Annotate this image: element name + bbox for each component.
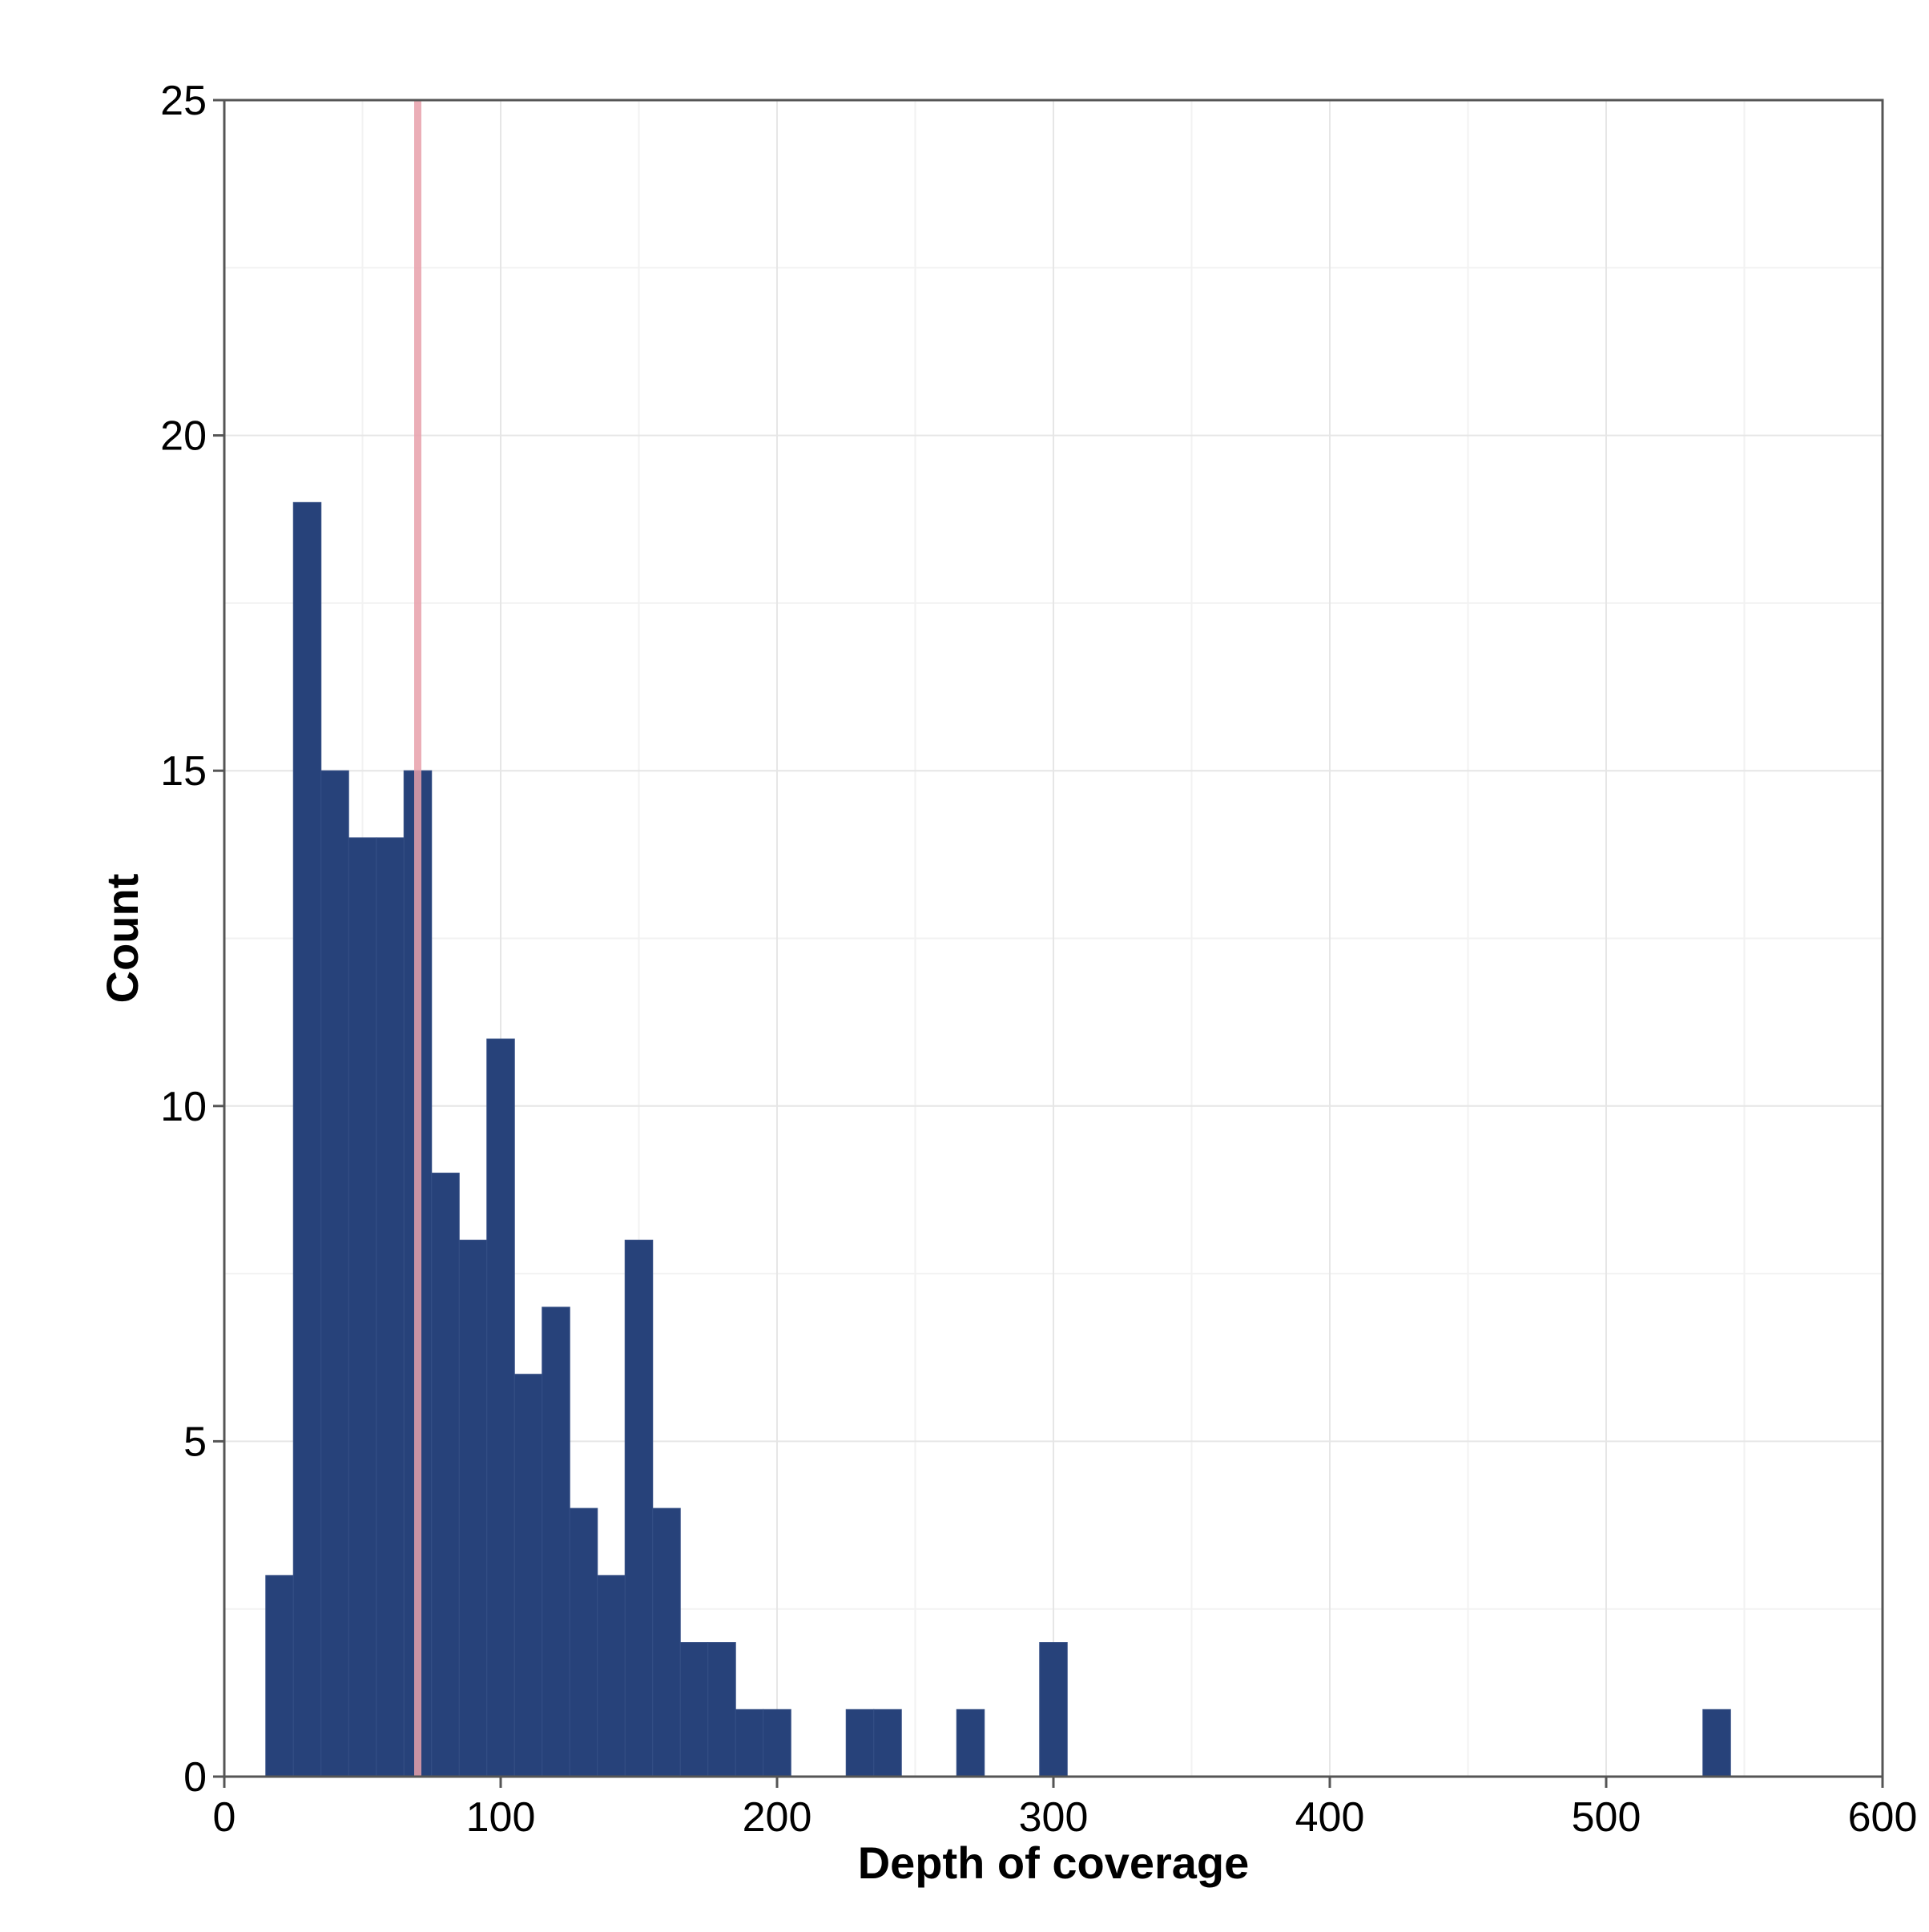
x-tick-label: 400 bbox=[1295, 1794, 1365, 1841]
x-tick-label: 200 bbox=[743, 1794, 812, 1841]
histogram-bar bbox=[652, 1507, 681, 1777]
x-axis-title: Depth of coverage bbox=[858, 1837, 1250, 1888]
histogram-bars bbox=[265, 501, 1731, 1777]
histogram-bar bbox=[513, 1374, 543, 1777]
histogram-bar bbox=[624, 1239, 654, 1777]
y-tick-label: 15 bbox=[160, 748, 207, 795]
histogram-bar bbox=[679, 1642, 709, 1777]
histogram-bar bbox=[569, 1507, 598, 1777]
histogram-bar bbox=[1702, 1709, 1731, 1777]
histogram-bar bbox=[431, 1173, 460, 1777]
y-axis-tick-labels: 0 5 10 15 20 25 bbox=[160, 78, 207, 1801]
x-tick-label: 0 bbox=[213, 1794, 236, 1841]
histogram-bar bbox=[707, 1642, 736, 1777]
histogram-bar bbox=[735, 1709, 764, 1777]
histogram-bar bbox=[1039, 1642, 1068, 1777]
y-axis-title: Count bbox=[97, 874, 147, 1004]
histogram-bar bbox=[763, 1709, 791, 1777]
axis-ticks bbox=[213, 99, 1884, 1788]
y-tick-label: 10 bbox=[160, 1084, 207, 1130]
x-tick-label: 300 bbox=[1019, 1794, 1089, 1841]
y-tick-label: 25 bbox=[160, 78, 207, 124]
histogram-bar bbox=[845, 1709, 875, 1777]
histogram-bar bbox=[956, 1709, 985, 1777]
histogram-bar bbox=[486, 1038, 515, 1777]
histogram-bar bbox=[873, 1709, 902, 1777]
x-axis-tick-labels: 0 100 200 300 400 500 600 bbox=[213, 1794, 1918, 1841]
y-tick-label: 0 bbox=[183, 1754, 207, 1801]
histogram-bar bbox=[292, 501, 322, 1777]
x-tick-label: 100 bbox=[466, 1794, 536, 1841]
histogram-bar bbox=[265, 1575, 294, 1777]
histogram-bar bbox=[458, 1239, 488, 1777]
histogram-bar bbox=[542, 1306, 570, 1777]
histogram-bar bbox=[597, 1575, 626, 1777]
x-tick-label: 600 bbox=[1848, 1794, 1918, 1841]
y-tick-label: 5 bbox=[183, 1419, 207, 1465]
histogram-bar bbox=[320, 770, 349, 1777]
y-tick-label: 20 bbox=[160, 413, 207, 460]
histogram-bar bbox=[376, 837, 405, 1777]
x-tick-label: 500 bbox=[1572, 1794, 1641, 1841]
histogram-bar bbox=[348, 837, 377, 1777]
